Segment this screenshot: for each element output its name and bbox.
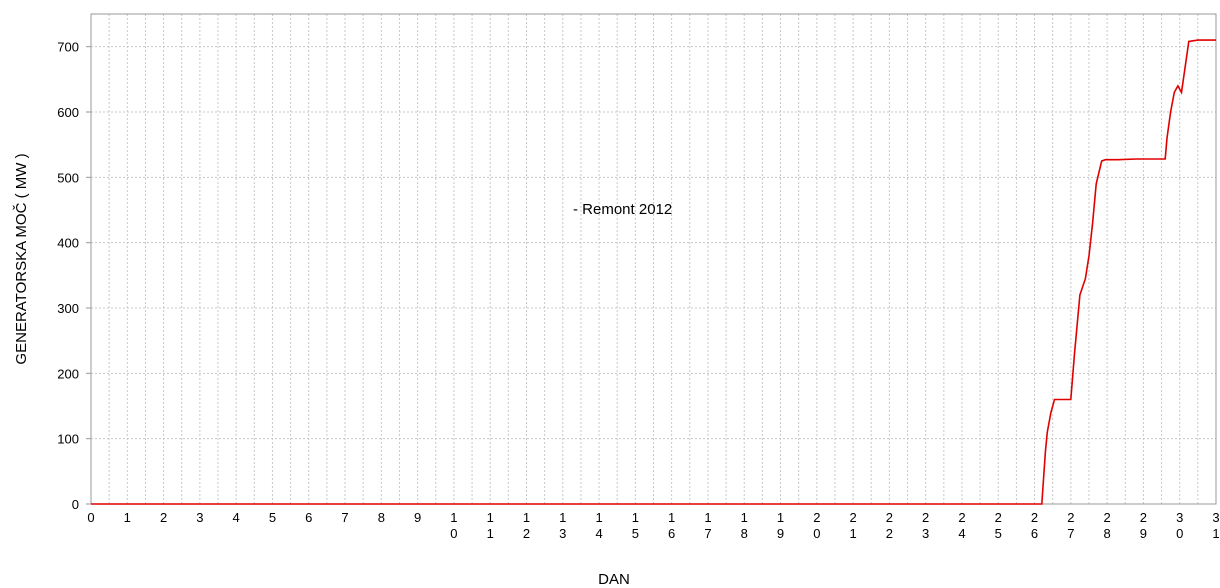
x-tick-label: 8 (378, 510, 385, 525)
y-tick-label: 400 (57, 236, 79, 251)
y-tick-label: 700 (57, 40, 79, 55)
y-tick-label: 100 (57, 432, 79, 447)
x-tick-label: 9 (414, 510, 421, 525)
y-axis-ticks: 0 100 200 300 400 500 600 700 (57, 40, 91, 512)
y-tick-label: 200 (57, 366, 79, 381)
y-tick-label: 0 (72, 497, 79, 512)
grid (90, 14, 1217, 505)
y-tick-label: 600 (57, 105, 79, 120)
x-tick-label: 0 (87, 510, 94, 525)
y-tick-label: 500 (57, 170, 79, 185)
x-tick-label: 3 (196, 510, 203, 525)
x-tick-label: 2 (160, 510, 167, 525)
annotation-text: - Remont 2012 (573, 201, 672, 218)
x-tick-label: 1 (124, 510, 131, 525)
y-tick-label: 300 (57, 301, 79, 316)
series-line (91, 39, 1216, 505)
x-axis-title: DAN (598, 571, 630, 588)
x-tick-label: 6 (305, 510, 312, 525)
y-axis-title: GENERATORSKA MOČ ( MW ) (13, 153, 30, 364)
x-axis-ticks: 0 1 2 3 4 5 6 7 8 9 1 01 11 21 31 41 51 61 71 81 92 02 12 22 32 4… (87, 510, 1219, 541)
x-tick-label: 5 (269, 510, 276, 525)
x-tick-label: 4 (233, 510, 240, 525)
x-tick-label: 7 (341, 510, 348, 525)
